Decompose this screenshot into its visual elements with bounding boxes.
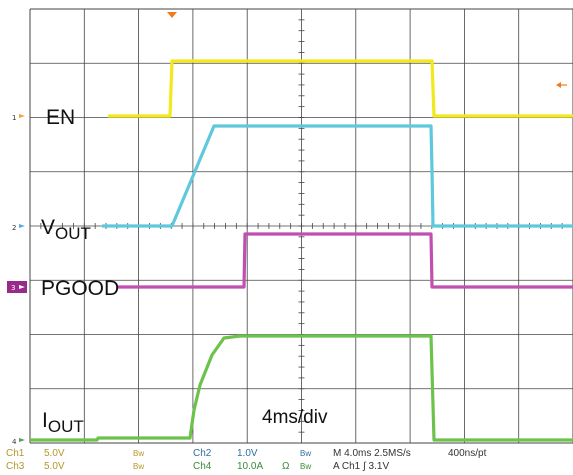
label-vout-sub: OUT xyxy=(55,224,91,243)
label-en: EN xyxy=(46,106,75,129)
trigger-level-icon[interactable] xyxy=(556,82,567,88)
label-pgood: PGOOD xyxy=(41,277,119,300)
trace-en xyxy=(108,59,573,118)
ch1-bw-limit: Bw xyxy=(133,449,145,458)
label-iout: IOUT xyxy=(42,409,84,436)
ch2-bw-limit: Bw xyxy=(300,449,312,458)
ch2-marker-number: 2 xyxy=(12,224,16,232)
label-vout: VOUT xyxy=(41,216,91,243)
ch2-scale: 1.0V xyxy=(237,448,258,459)
trace-iout xyxy=(30,334,573,442)
ch3-bw-limit: Bw xyxy=(133,462,145,471)
label-iout-main: I xyxy=(42,409,48,432)
ch3-marker-number: 3 xyxy=(11,284,15,292)
ch1-marker[interactable]: 1 xyxy=(12,114,25,122)
timebase-annotation: 4ms/div xyxy=(262,407,328,428)
trace-vout xyxy=(102,124,573,228)
trace-pgood xyxy=(118,232,573,289)
timebase-setting[interactable]: M 4.0ms 2.5MS/s xyxy=(333,448,411,459)
status-row-2: Ch3 5.0V Bw Ch4 10.0A Ω Bw A Ch1 ∫ 3.1V xyxy=(0,461,573,474)
ch3-marker[interactable]: 3 xyxy=(7,281,27,293)
record-resolution: 400ns/pt xyxy=(448,448,487,459)
ch3-scale: 5.0V xyxy=(44,461,65,472)
status-bar: Ch1 5.0V Bw Ch2 1.0V Bw M 4.0ms 2.5MS/s … xyxy=(0,447,573,475)
ch4-name[interactable]: Ch4 xyxy=(193,461,212,472)
ch4-impedance: Ω xyxy=(282,461,290,472)
ch1-scale: 5.0V xyxy=(44,448,65,459)
label-iout-sub: OUT xyxy=(48,417,84,436)
label-vout-main: V xyxy=(41,216,55,239)
ch2-marker[interactable]: 2 xyxy=(12,224,25,232)
trigger-position-icon[interactable] xyxy=(167,12,177,18)
status-row-1: Ch1 5.0V Bw Ch2 1.0V Bw M 4.0ms 2.5MS/s … xyxy=(0,448,573,461)
ch3-name[interactable]: Ch3 xyxy=(6,461,25,472)
trigger-setting[interactable]: A Ch1 ∫ 3.1V xyxy=(333,461,390,472)
ch2-name[interactable]: Ch2 xyxy=(193,448,212,459)
ch4-marker[interactable]: 4 xyxy=(12,438,25,446)
ch4-marker-number: 4 xyxy=(12,438,17,446)
ch4-scale: 10.0A xyxy=(237,461,264,472)
ch4-bw-limit: Bw xyxy=(300,462,312,471)
ch1-marker-number: 1 xyxy=(12,114,16,122)
ch1-name[interactable]: Ch1 xyxy=(6,448,25,459)
